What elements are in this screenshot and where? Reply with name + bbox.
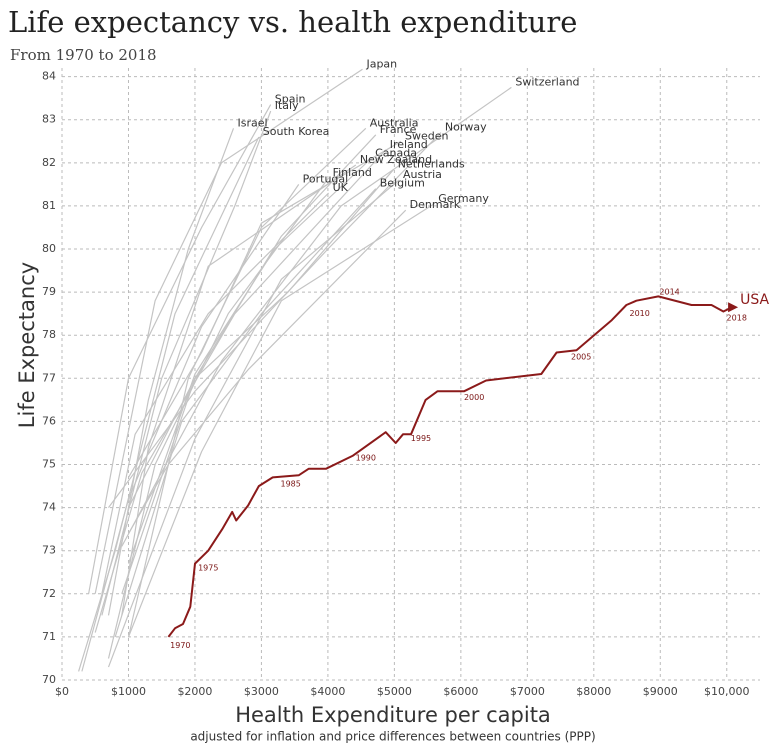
x-tick-label: $0: [55, 685, 69, 698]
y-tick-label: 77: [42, 371, 56, 384]
x-tick-label: $3000: [244, 685, 279, 698]
y-tick-label: 72: [42, 587, 56, 600]
series-label: New Zealand: [360, 153, 432, 166]
chart-title: Life expectancy vs. health expenditure: [8, 5, 577, 39]
series-line: [78, 136, 260, 672]
year-annotation: 1985: [280, 479, 300, 488]
series-line: [121, 134, 377, 594]
series-label: Sweden: [405, 129, 448, 142]
series-label: France: [380, 123, 417, 136]
series-line: [81, 184, 300, 672]
y-tick-label: 73: [42, 544, 56, 557]
y-tick-label: 74: [42, 501, 56, 514]
year-annotation: 1975: [198, 563, 218, 572]
y-tick-label: 70: [42, 673, 56, 686]
series-label: Ireland: [390, 138, 428, 151]
x-tick-label: $7000: [510, 685, 545, 698]
series-line: [88, 104, 272, 594]
year-annotation: 2014: [659, 288, 679, 297]
series-label: Norway: [445, 121, 487, 134]
y-tick-label: 81: [42, 199, 56, 212]
year-annotation: 2005: [571, 352, 591, 361]
series-line: [127, 203, 435, 638]
series-line: [101, 110, 272, 616]
series-line: [127, 158, 372, 564]
series-label: USA: [740, 292, 769, 308]
series-line: [127, 127, 367, 638]
y-tick-label: 78: [42, 328, 56, 341]
x-tick-label: $9000: [643, 685, 678, 698]
y-tick-label: 76: [42, 414, 56, 427]
series-label: Switzerland: [515, 75, 579, 88]
y-tick-label: 75: [42, 458, 56, 471]
series-label: Netherlands: [398, 157, 465, 170]
y-tick-label: 84: [42, 70, 56, 83]
series-label: Canada: [375, 147, 417, 160]
y-tick-label: 83: [42, 113, 56, 126]
series-line: [107, 179, 400, 668]
year-annotation: 2010: [629, 309, 649, 318]
y-tick-label: 82: [42, 156, 56, 169]
series-label: Italy: [275, 99, 299, 112]
series-line: [167, 295, 733, 638]
year-annotation: 2018: [727, 313, 747, 322]
x-tick-label: $8000: [576, 685, 611, 698]
series-label: Finland: [333, 166, 372, 179]
series-label: Australia: [370, 116, 419, 129]
series-label: Denmark: [410, 198, 461, 211]
x-axis-label: Health Expenditure per capita: [235, 703, 551, 727]
series-label: Germany: [438, 192, 489, 205]
series-line: [107, 128, 235, 616]
arrow-head: [728, 302, 739, 313]
x-tick-label: $1000: [111, 685, 146, 698]
year-annotation: 1990: [356, 454, 376, 463]
x-tick-label: $4000: [310, 685, 345, 698]
chart-subtitle: From 1970 to 2018: [10, 46, 157, 64]
series-label: Belgium: [380, 177, 425, 190]
x-tick-label: $2000: [177, 685, 212, 698]
series-label: UK: [333, 181, 349, 194]
y-axis-label: Life Expectancy: [15, 262, 39, 428]
series-line: [114, 188, 377, 638]
y-tick-label: 71: [42, 630, 56, 643]
series-line: [101, 192, 330, 594]
year-annotation: 2000: [464, 393, 484, 402]
series-label: South Korea: [263, 125, 330, 138]
series-line: [127, 168, 395, 508]
series-label: Israel: [238, 116, 268, 129]
y-tick-label: 79: [42, 285, 56, 298]
year-annotation: 1995: [411, 434, 431, 443]
year-annotation: 1970: [170, 641, 190, 650]
series-label: Austria: [403, 168, 442, 181]
series-line: [121, 164, 357, 616]
series-line: [108, 132, 442, 508]
y-tick-label: 80: [42, 242, 56, 255]
series-line: [107, 177, 330, 659]
series-line: [127, 209, 407, 534]
x-tick-label: $6000: [443, 685, 478, 698]
x-axis-sublabel: adjusted for inflation and price differe…: [190, 730, 595, 744]
x-tick-label: $10,000: [704, 685, 750, 698]
x-tick-label: $5000: [377, 685, 412, 698]
series-line: [94, 68, 363, 594]
series-label: Portugal: [303, 172, 349, 185]
series-label: Spain: [275, 93, 306, 106]
series-label: Japan: [365, 57, 397, 70]
